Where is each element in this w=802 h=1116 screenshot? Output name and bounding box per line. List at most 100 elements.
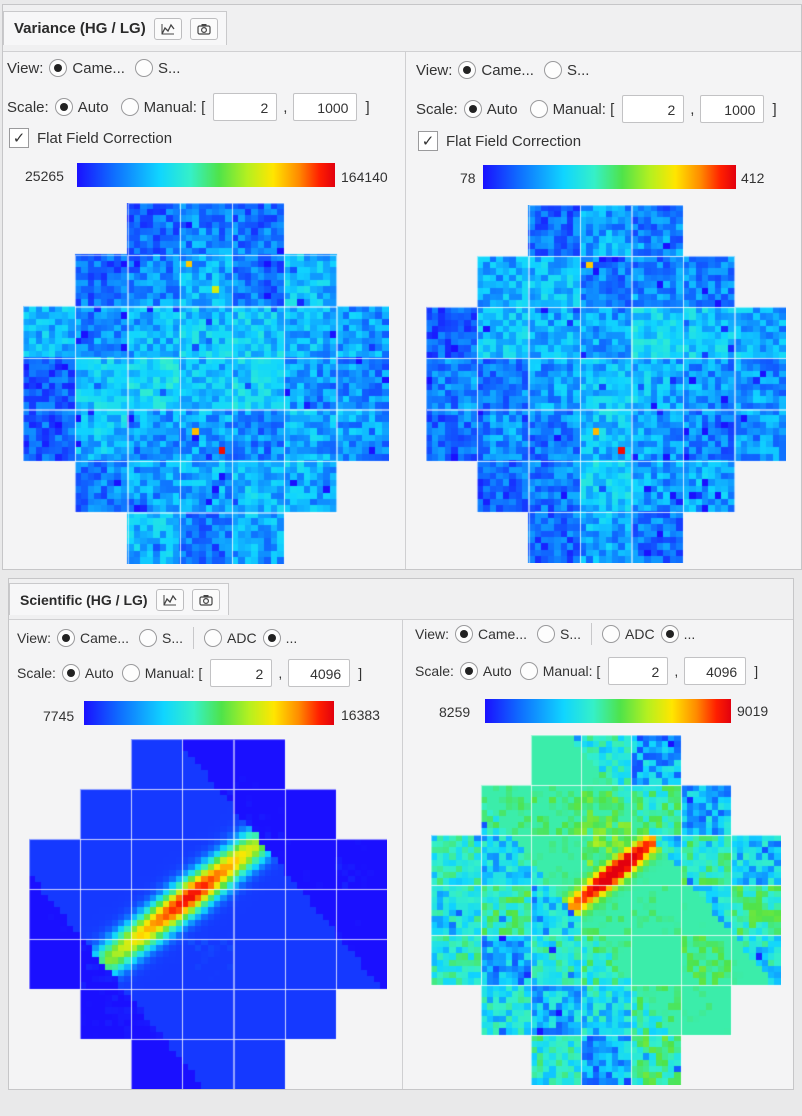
scale-label: Scale: [7, 98, 49, 116]
scale-manual-label: Manual: [ [542, 663, 601, 679]
ffc-row: ✓ Flat Field Correction [418, 131, 581, 151]
scale-manual-label: Manual: [ [144, 665, 203, 681]
view-camera-label: Came... [79, 630, 129, 646]
scientific-plot-button[interactable] [155, 588, 184, 611]
variance-snapshot-button[interactable] [189, 17, 218, 40]
scale-row: Scale: Auto Manual: [ 2 , 4096 ] [17, 659, 362, 687]
camera-heatmap[interactable] [431, 735, 781, 1085]
ffc-label: Flat Field Correction [37, 129, 173, 147]
view-s-label: S... [560, 626, 582, 642]
variance-plot-button[interactable] [153, 17, 182, 40]
view-row: View: Came... S... [7, 59, 180, 77]
ffc-checkbox[interactable]: ✓ [418, 131, 438, 151]
scientific-panel-hg: View: Came... S... ADC ... Scale: Auto M… [9, 619, 402, 1089]
view-adc-label: ADC [625, 626, 655, 642]
camera-heatmap[interactable] [426, 205, 786, 563]
toolbar-separator [193, 627, 195, 649]
comma-separator: , [283, 98, 288, 116]
view-other-radio[interactable] [660, 625, 679, 643]
view-camera-radio[interactable] [49, 59, 68, 77]
variance-panel-hg: View: Came... S... Scale: Auto Manual: [… [3, 51, 405, 569]
ffc-label: Flat Field Correction [446, 132, 582, 150]
scale-label: Scale: [415, 663, 454, 679]
colorbar-min-label: 8259 [439, 704, 471, 720]
bracket-close: ] [358, 665, 363, 681]
scientific-panel-lg: View: Came... S... ADC ... Scale: Auto M… [403, 619, 793, 1089]
camera-display[interactable] [431, 735, 781, 1085]
scale-auto-label: Auto [486, 100, 518, 118]
manual-max-input[interactable]: 4096 [684, 657, 747, 685]
bracket-close: ] [754, 663, 759, 679]
view-row: View: Came... S... [416, 61, 589, 79]
view-adc-radio[interactable] [204, 629, 223, 647]
scale-manual-radio[interactable] [529, 100, 548, 118]
scale-label: Scale: [17, 665, 56, 681]
manual-min-input[interactable]: 2 [213, 93, 278, 121]
view-s-radio[interactable] [543, 61, 562, 79]
view-adc-radio[interactable] [602, 625, 621, 643]
view-s-label: S... [157, 59, 181, 77]
colorbar-min-label: 25265 [25, 168, 64, 184]
manual-min-input[interactable]: 2 [608, 657, 669, 685]
camera-display[interactable] [29, 739, 387, 1089]
variance-section: Variance (HG / LG) View: Came... S... Sc… [2, 4, 802, 570]
scientific-divider [402, 619, 403, 1089]
line-chart-icon [161, 23, 175, 34]
view-s-radio[interactable] [537, 625, 555, 643]
colorbar [84, 701, 334, 725]
scale-row: Scale: Auto Manual: [ 2 , 1000 ] [7, 93, 370, 121]
view-s-radio[interactable] [134, 59, 153, 77]
view-camera-label: Came... [481, 61, 534, 79]
view-s-radio[interactable] [139, 629, 157, 647]
bracket-close: ] [365, 98, 370, 116]
view-camera-radio[interactable] [454, 625, 473, 643]
colorbar [483, 165, 736, 189]
scale-manual-radio[interactable] [120, 98, 139, 116]
scale-row: Scale: Auto Manual: [ 2 , 4096 ] [415, 657, 758, 685]
colorbar-min-label: 7745 [43, 708, 75, 724]
variance-divider [405, 51, 406, 569]
scientific-section: Scientific (HG / LG) View: Came... S... … [8, 578, 794, 1090]
colorbar-max-label: 164140 [341, 169, 388, 185]
scale-auto-radio[interactable] [61, 664, 80, 682]
colorbar-max-label: 9019 [737, 703, 769, 719]
variance-tab[interactable]: Variance (HG / LG) [3, 11, 227, 45]
colorbar [485, 699, 731, 723]
camera-display[interactable] [23, 203, 389, 564]
bracket-close: ] [772, 100, 777, 118]
view-s-label: S... [566, 61, 590, 79]
view-other-radio[interactable] [262, 629, 281, 647]
scale-manual-radio[interactable] [121, 664, 140, 682]
manual-max-input[interactable]: 1000 [293, 93, 358, 121]
manual-min-input[interactable]: 2 [210, 659, 273, 687]
ffc-checkbox[interactable]: ✓ [9, 128, 29, 148]
camera-heatmap[interactable] [23, 203, 389, 564]
colorbar-min-label: 78 [460, 170, 476, 186]
camera-icon [197, 23, 211, 35]
scale-manual-radio[interactable] [519, 662, 538, 680]
view-camera-radio[interactable] [56, 629, 75, 647]
comma-separator: , [278, 665, 283, 681]
colorbar-max-label: 412 [741, 170, 765, 186]
variance-header: Variance (HG / LG) [3, 5, 801, 52]
view-camera-label: Came... [72, 59, 125, 77]
scientific-snapshot-button[interactable] [191, 588, 220, 611]
view-s-label: S... [162, 630, 184, 646]
scale-auto-radio[interactable] [54, 98, 73, 116]
view-label: View: [416, 61, 453, 79]
scale-auto-radio[interactable] [459, 662, 478, 680]
view-other-label: ... [683, 626, 696, 642]
ffc-row: ✓ Flat Field Correction [9, 128, 172, 148]
view-camera-radio[interactable] [458, 61, 477, 79]
scale-row: Scale: Auto Manual: [ 2 , 1000 ] [416, 95, 777, 123]
toolbar-separator [591, 623, 593, 645]
scientific-tab[interactable]: Scientific (HG / LG) [9, 583, 229, 615]
manual-min-input[interactable]: 2 [622, 95, 685, 123]
scale-manual-label: Manual: [ [552, 100, 615, 118]
manual-max-input[interactable]: 1000 [700, 95, 765, 123]
manual-max-input[interactable]: 4096 [288, 659, 351, 687]
scale-auto-radio[interactable] [463, 100, 482, 118]
camera-heatmap[interactable] [29, 739, 387, 1089]
camera-display[interactable] [426, 205, 786, 563]
line-chart-icon [162, 594, 177, 605]
